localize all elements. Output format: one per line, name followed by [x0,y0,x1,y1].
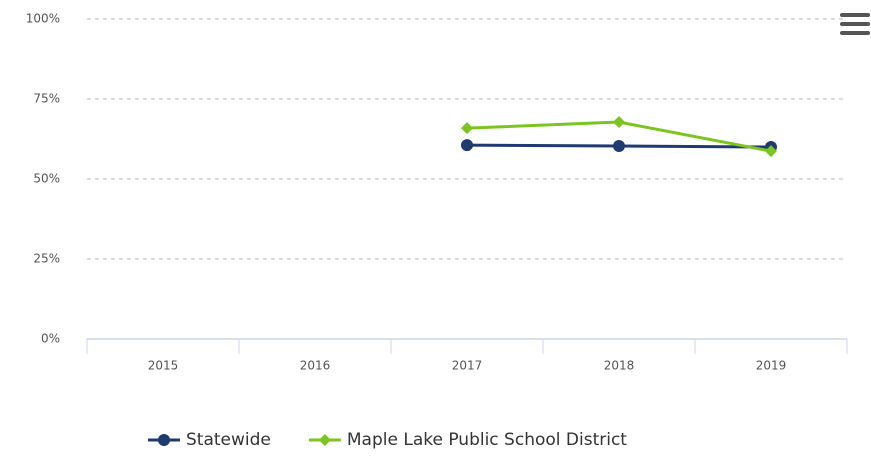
legend-label: Statewide [186,430,271,450]
marker [158,434,170,446]
menu-bar [840,22,870,26]
legend-item[interactable]: Maple Lake Public School District [308,430,627,450]
legend-label: Maple Lake Public School District [347,430,627,450]
y-tick-label: 0% [41,332,60,346]
menu-bar [840,31,870,35]
menu-button[interactable] [840,13,870,35]
x-tick-label: 2019 [756,359,787,373]
marker [613,140,625,153]
x-tick-label: 2016 [300,359,331,373]
y-tick-label: 25% [33,252,60,266]
x-tick-label: 2015 [148,359,179,373]
legend-item[interactable]: Statewide [148,430,271,450]
marker [318,434,331,446]
x-tick-label: 2018 [604,359,635,373]
y-tick-label: 50% [33,172,60,186]
y-tick-label: 75% [33,92,60,106]
marker [765,145,777,158]
x-tick-label: 2017 [452,359,483,373]
marker [613,116,625,129]
marker [461,122,473,135]
marker [461,139,473,152]
menu-bar [840,13,870,17]
y-tick-label: 100% [26,12,60,26]
